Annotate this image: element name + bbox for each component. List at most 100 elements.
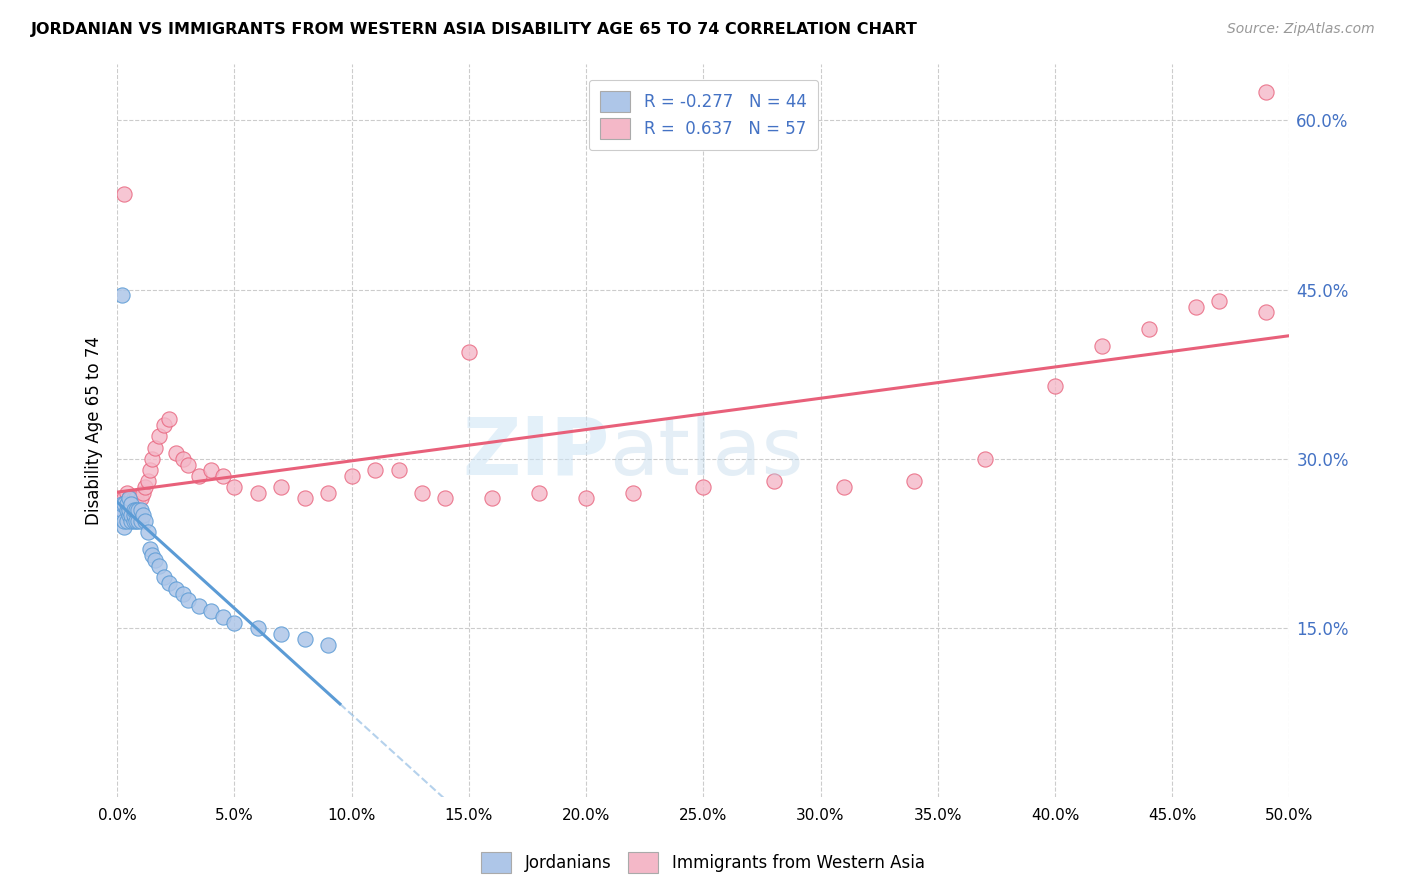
Point [762,475,785,489]
Point [132,508,155,523]
Point [340,468,363,483]
Point [832,480,855,494]
Point [165,446,187,460]
Point [457,344,479,359]
Point [120,502,142,516]
Point [364,463,387,477]
Point [115,497,138,511]
Point [903,475,925,489]
Point [246,485,269,500]
Point [172,587,194,601]
Point [108,497,131,511]
Point [224,480,246,494]
Point [188,468,211,483]
Point [122,514,145,528]
Point [115,485,138,500]
Point [143,553,166,567]
Point [120,491,142,506]
Legend: Jordanians, Immigrants from Western Asia: Jordanians, Immigrants from Western Asia [475,846,931,880]
Point [112,186,135,201]
Point [111,288,134,302]
Point [200,463,222,477]
Point [692,480,714,494]
Point [973,451,995,466]
Point [141,548,163,562]
Text: JORDANIAN VS IMMIGRANTS FROM WESTERN ASIA DISABILITY AGE 65 TO 74 CORRELATION CH: JORDANIAN VS IMMIGRANTS FROM WESTERN ASI… [31,22,918,37]
Point [115,514,138,528]
Point [111,502,134,516]
Point [200,604,222,618]
Point [481,491,503,506]
Point [224,615,246,630]
Point [112,491,135,506]
Point [434,491,457,506]
Point [270,627,292,641]
Point [134,480,156,494]
Point [621,485,644,500]
Point [120,514,142,528]
Point [125,502,148,516]
Point [246,621,269,635]
Point [387,463,409,477]
Point [1208,293,1230,308]
Point [134,514,156,528]
Point [316,638,339,652]
Point [112,514,135,528]
Point [139,542,162,557]
Text: Source: ZipAtlas.com: Source: ZipAtlas.com [1227,22,1375,37]
Point [118,502,141,516]
Point [111,502,134,516]
Point [294,491,316,506]
Point [112,519,135,533]
Point [148,429,170,443]
Point [153,570,176,584]
Point [115,502,138,516]
Point [294,632,316,647]
Point [136,525,159,540]
Point [129,502,152,516]
Point [1091,339,1114,353]
Point [139,463,162,477]
Point [316,485,339,500]
Point [211,610,233,624]
Point [1184,300,1206,314]
Point [129,491,152,506]
Point [148,559,170,574]
Point [108,508,131,523]
Point [1254,305,1277,319]
Point [120,508,142,523]
Point [136,475,159,489]
Point [176,593,198,607]
Point [122,502,145,516]
Point [411,485,433,500]
Point [125,491,148,506]
Point [129,514,152,528]
Point [188,599,211,613]
Point [122,491,145,506]
Point [112,497,135,511]
Text: ZIP: ZIP [463,414,610,491]
Point [115,497,138,511]
Point [127,502,149,516]
Point [127,497,149,511]
Point [118,508,141,523]
Point [165,582,187,596]
Point [1137,322,1160,336]
Text: atlas: atlas [610,414,804,491]
Point [112,502,135,516]
Point [141,451,163,466]
Point [118,502,141,516]
Point [120,497,142,511]
Point [575,491,598,506]
Point [111,491,134,506]
Point [132,485,155,500]
Point [118,491,141,506]
Point [172,451,194,466]
Point [153,418,176,433]
Point [211,468,233,483]
Point [111,497,134,511]
Point [157,576,180,591]
Point [270,480,292,494]
Point [1043,378,1066,392]
Y-axis label: Disability Age 65 to 74: Disability Age 65 to 74 [86,336,103,525]
